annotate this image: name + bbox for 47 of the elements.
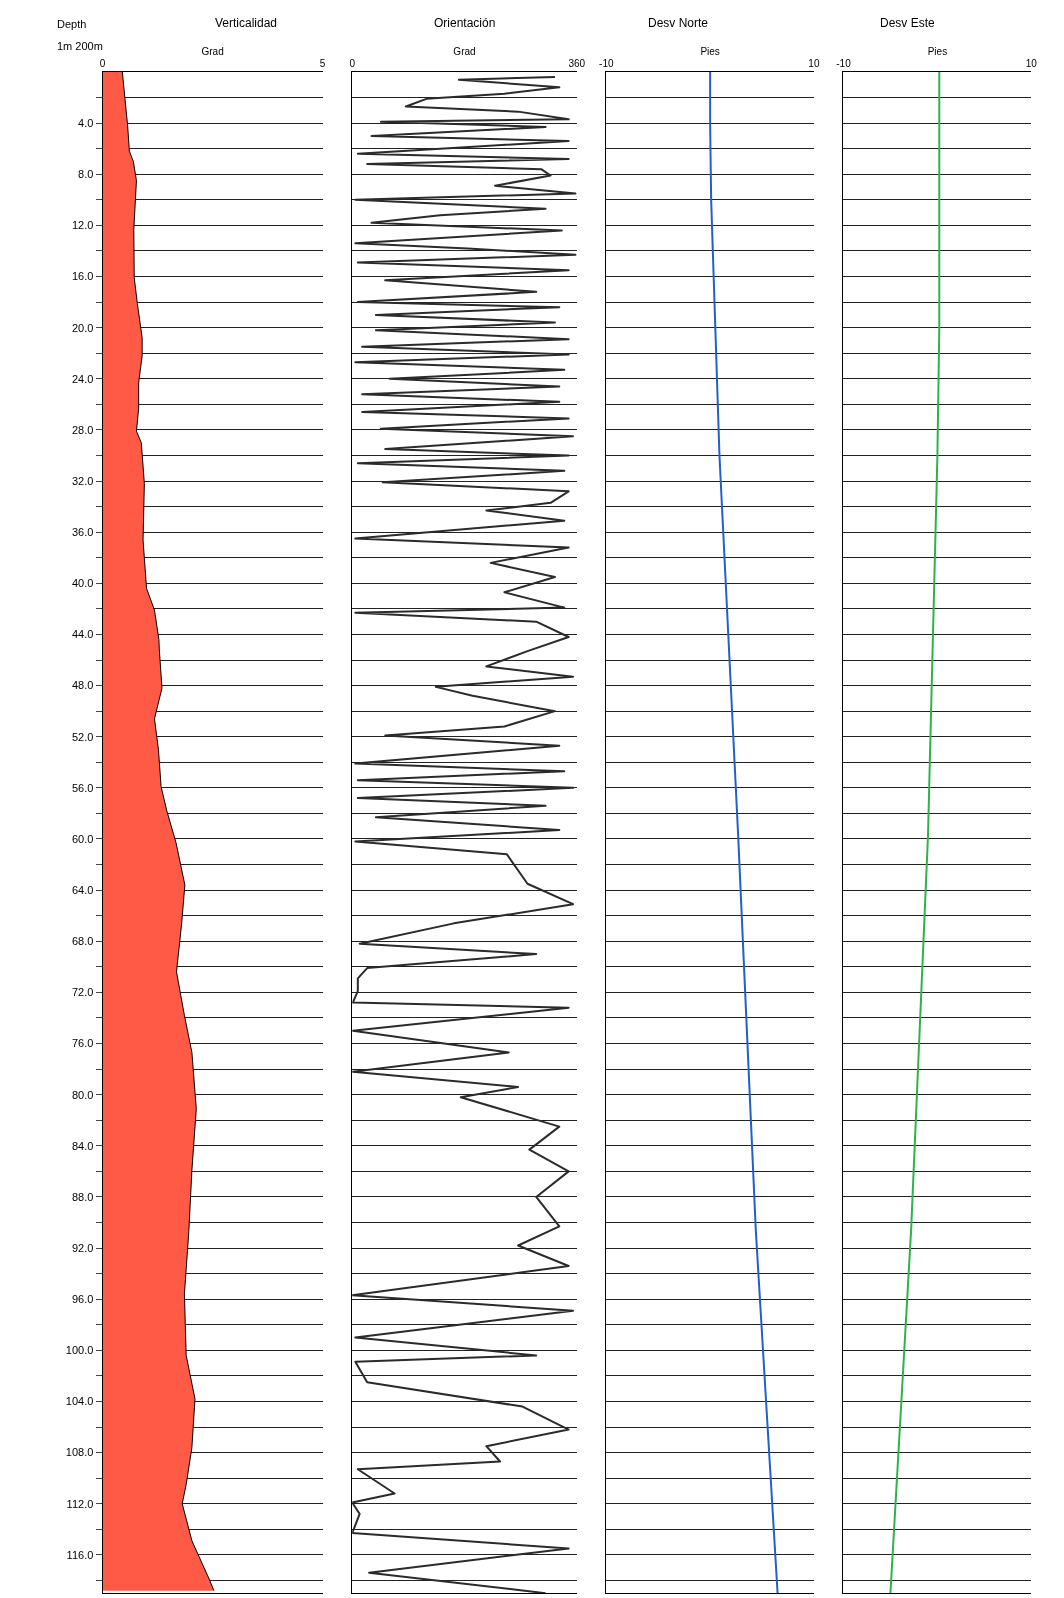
y-tick-label: 116.0 [66,1548,94,1561]
chart-title: Desv Este [880,16,936,30]
x-tick-label: 10 [808,58,820,69]
x-tick-label: 0 [99,58,106,69]
y-tick-label: 40.0 [71,577,94,590]
y-tick-label: 36.0 [71,526,94,539]
y-tick-label: 56.0 [71,781,94,794]
y-tick-label: 100.0 [65,1344,94,1357]
y-axis-title: Depth [57,18,87,30]
y-tick-label: 44.0 [71,628,94,641]
chart-title: Desv Norte [648,16,709,30]
y-tick-label: 84.0 [71,1139,94,1152]
x-tick-label: 0 [349,58,356,69]
y-tick-label: 72.0 [71,986,94,999]
x-tick-label: 5 [319,58,326,69]
x-axis-title: Grad [201,46,224,57]
y-tick-label: 48.0 [71,679,94,692]
y-tick-label: 4.0 [78,116,94,129]
y-tick-label: 112.0 [66,1497,94,1510]
y-tick-label: 96.0 [71,1293,94,1306]
y-tick-label: 24.0 [71,372,94,385]
x-axis-title: Pies [700,46,720,57]
chart-title: Verticalidad [215,16,278,30]
x-tick-label: -10 [836,58,852,69]
x-axis-title: Grad [453,46,476,57]
y-tick-label: 92.0 [71,1241,94,1254]
text: 1m 200m [57,40,103,52]
y-tick-label: 12.0 [71,219,94,232]
y-tick-label: 28.0 [71,423,94,436]
y-tick-label: 60.0 [71,832,94,845]
y-tick-label: 52.0 [71,730,94,743]
y-tick-label: 80.0 [71,1088,94,1101]
x-tick-label: 360 [568,58,586,69]
x-axis-title: Pies [927,46,948,57]
y-tick-label: 16.0 [71,270,94,283]
y-tick-label: 8.0 [78,168,94,181]
chart-title: Orientación [434,16,496,30]
y-tick-label: 88.0 [71,1190,94,1203]
y-tick-label: 104.0 [65,1395,94,1408]
x-tick-label: 10 [1025,58,1038,69]
y-tick-label: 32.0 [71,474,94,487]
x-tick-label: -10 [599,58,614,69]
y-tick-label: 68.0 [71,935,94,948]
y-tick-label: 20.0 [71,321,94,334]
y-tick-label: 76.0 [71,1037,94,1050]
y-tick-label: 108.0 [65,1446,94,1459]
y-tick-label: 64.0 [71,883,94,896]
